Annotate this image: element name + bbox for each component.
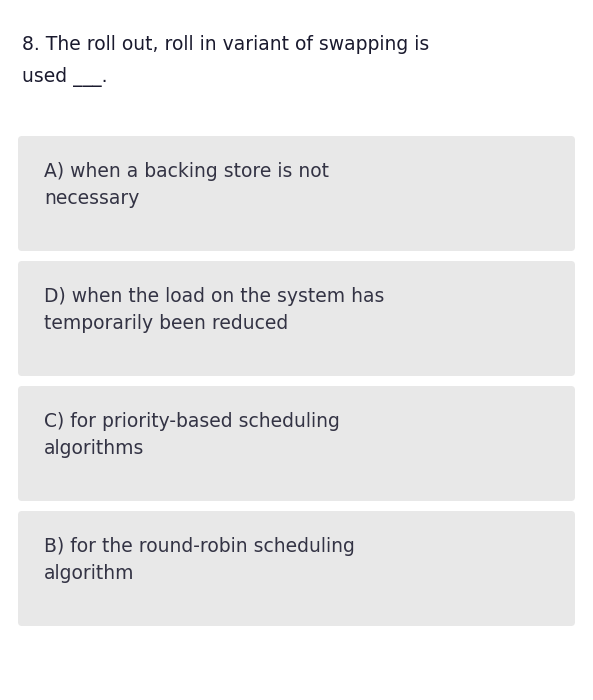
Text: 8. The roll out, roll in variant of swapping is: 8. The roll out, roll in variant of swap…: [22, 35, 429, 54]
Text: C) for priority-based scheduling
algorithms: C) for priority-based scheduling algorit…: [44, 412, 340, 458]
Text: A) when a backing store is not
necessary: A) when a backing store is not necessary: [44, 162, 329, 209]
FancyBboxPatch shape: [18, 511, 575, 626]
FancyBboxPatch shape: [18, 136, 575, 251]
Text: used ___.: used ___.: [22, 67, 107, 87]
FancyBboxPatch shape: [18, 261, 575, 376]
FancyBboxPatch shape: [18, 386, 575, 501]
Text: D) when the load on the system has
temporarily been reduced: D) when the load on the system has tempo…: [44, 287, 384, 333]
Text: B) for the round-robin scheduling
algorithm: B) for the round-robin scheduling algori…: [44, 537, 355, 583]
